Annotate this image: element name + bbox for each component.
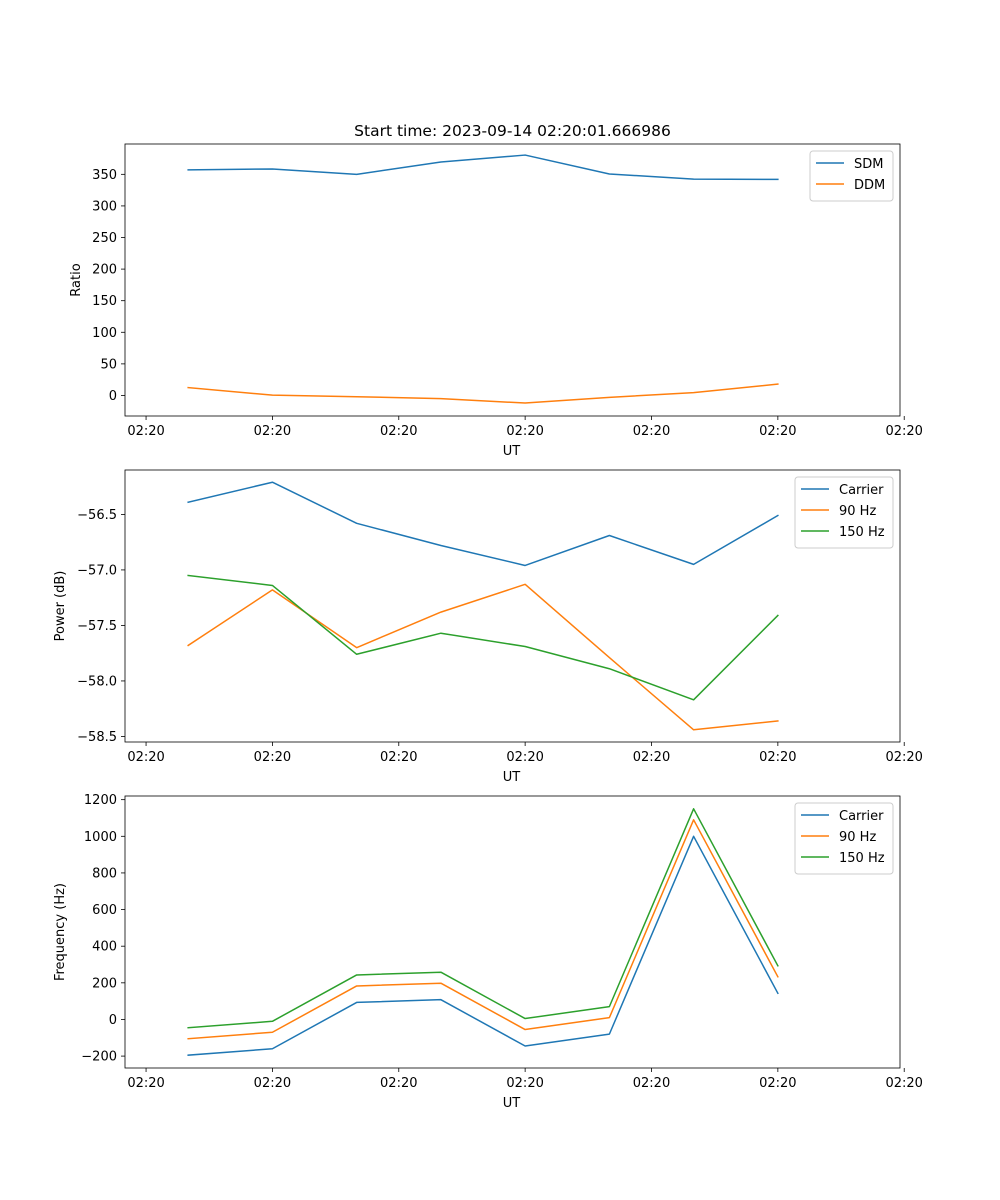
x-tick-label: 02:20 [127, 1076, 164, 1091]
legend-label: SDM [854, 157, 883, 172]
y-tick-label: −58.5 [77, 730, 117, 745]
y-axis-label: Ratio [69, 263, 84, 296]
y-tick-label: 400 [92, 940, 117, 955]
series-line-150-hz [187, 808, 779, 1029]
legend-label: 90 Hz [839, 504, 876, 519]
series-line-sdm [187, 154, 779, 181]
series-line-150-hz [187, 574, 779, 701]
legend-label: 150 Hz [839, 525, 885, 540]
y-axis-label: Frequency (Hz) [53, 883, 68, 981]
x-tick-label: 02:20 [380, 1076, 417, 1091]
x-tick-label: 02:20 [633, 1076, 670, 1091]
y-tick-label: 600 [92, 903, 117, 918]
y-tick-label: 1200 [84, 793, 117, 808]
y-tick-label: 300 [92, 199, 117, 214]
y-tick-label: −56.5 [77, 508, 117, 523]
legend-label: Carrier [839, 483, 884, 498]
x-axis-label: UT [503, 1096, 521, 1111]
chart-panel-1: 02:20 02:20 02:20 02:20 02:20 02:20 02:20 0 50 10… [69, 122, 923, 459]
x-tick-label: 02:20 [885, 750, 922, 765]
axes-frame [124, 469, 901, 743]
y-tick-label: 350 [92, 168, 117, 183]
y-tick-label: −57.5 [77, 619, 117, 634]
x-axis-label: UT [503, 444, 521, 459]
y-tick-label: 0 [109, 1013, 117, 1028]
x-tick-label: 02:20 [506, 1076, 543, 1091]
y-axis-label: Power (dB) [53, 571, 68, 642]
x-tick-label: 02:20 [633, 750, 670, 765]
series-line-ddm [187, 383, 779, 404]
x-tick-label: 02:20 [885, 1076, 922, 1091]
y-tick-label: 200 [92, 976, 117, 991]
chart-panel-3: 02:20 02:20 02:20 02:20 02:20 02:20 02:20 −200 0… [53, 793, 923, 1111]
x-tick-label: 02:20 [759, 750, 796, 765]
series-line-carrier [187, 835, 779, 1056]
y-tick-label: −200 [81, 1050, 117, 1065]
x-tick-label: 02:20 [759, 1076, 796, 1091]
series-line-90-hz [187, 583, 779, 731]
x-tick-label: 02:20 [506, 750, 543, 765]
x-tick-label: 02:20 [254, 424, 291, 439]
x-axis-label: UT [503, 770, 521, 785]
x-tick-label: 02:20 [506, 424, 543, 439]
x-tick-label: 02:20 [127, 424, 164, 439]
legend-label: Carrier [839, 809, 884, 824]
y-tick-label: 50 [100, 357, 117, 372]
x-tick-label: 02:20 [254, 1076, 291, 1091]
y-tick-label: −57.0 [77, 563, 117, 578]
y-tick-label: 800 [92, 866, 117, 881]
legend: Carrier 90 Hz 150 Hz [794, 476, 894, 549]
chart-panel-2: 02:20 02:20 02:20 02:20 02:20 02:20 02:20 −56.5… [53, 469, 923, 785]
y-tick-label: 0 [109, 389, 117, 404]
x-tick-label: 02:20 [254, 750, 291, 765]
legend: SDM DDM [809, 150, 894, 202]
legend-label: 150 Hz [839, 851, 885, 866]
axes-frame [124, 795, 901, 1069]
series-line-carrier [187, 481, 779, 567]
x-tick-label: 02:20 [759, 424, 796, 439]
y-tick-label: 150 [92, 294, 117, 309]
y-tick-label: 250 [92, 231, 117, 246]
legend-label: 90 Hz [839, 830, 876, 845]
chart-title: Start time: 2023-09-14 02:20:01.666986 [354, 122, 671, 140]
y-tick-label: 100 [92, 326, 117, 341]
axes-frame [124, 143, 901, 417]
x-tick-label: 02:20 [885, 424, 922, 439]
plot-area [125, 470, 900, 742]
y-tick-label: 200 [92, 263, 117, 278]
series-line-90-hz [187, 819, 779, 1040]
plot-area [125, 796, 900, 1068]
legend-label: DDM [854, 178, 885, 193]
y-tick-label: −58.0 [77, 674, 117, 689]
x-tick-label: 02:20 [380, 424, 417, 439]
plot-area [125, 144, 900, 416]
x-tick-label: 02:20 [633, 424, 670, 439]
y-tick-label: 1000 [84, 830, 117, 845]
x-tick-label: 02:20 [380, 750, 417, 765]
legend: Carrier 90 Hz 150 Hz [794, 802, 894, 875]
x-tick-label: 02:20 [127, 750, 164, 765]
